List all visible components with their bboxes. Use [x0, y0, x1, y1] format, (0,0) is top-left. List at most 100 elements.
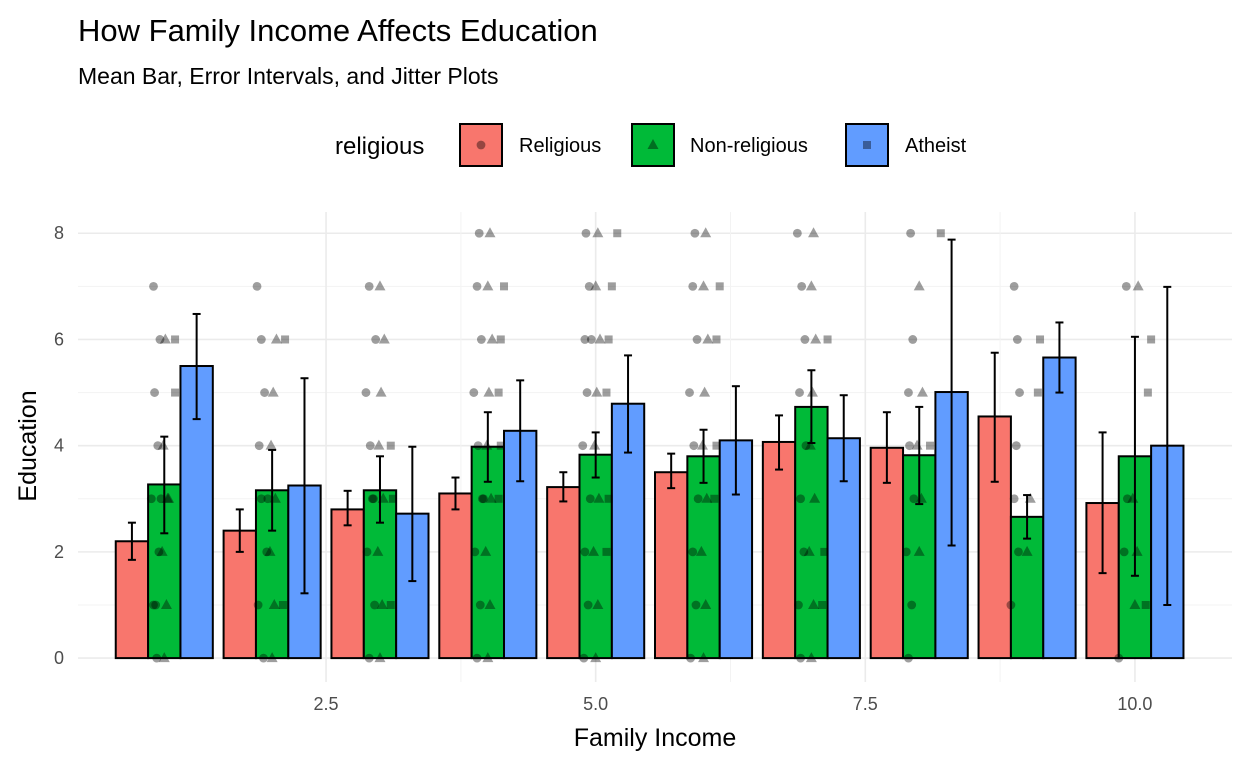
jitter-point [368, 494, 377, 504]
jitter-point [149, 281, 158, 291]
jitter-point [266, 652, 278, 663]
jitter-point [268, 598, 280, 609]
legend-key-shape [476, 140, 486, 150]
legend-label: Atheist [905, 135, 967, 157]
jitter-point [151, 600, 161, 610]
jitter-point [696, 439, 708, 450]
jitter-point [1141, 600, 1150, 609]
legend-title: religious [335, 133, 424, 160]
jitter-point [156, 545, 168, 556]
jitter-point [590, 652, 602, 663]
jitter-point [1011, 441, 1021, 451]
jitter-point [267, 386, 279, 397]
jitter-point [904, 388, 913, 397]
jitter-point [686, 653, 695, 663]
jitter-point [580, 547, 590, 557]
jitter-point [806, 386, 818, 397]
jitter-point [591, 386, 603, 397]
jitter-point [1119, 547, 1129, 557]
jitter-point [588, 545, 600, 556]
jitter-point [254, 441, 264, 451]
jitter-point [472, 653, 482, 663]
jitter-point [693, 494, 703, 504]
jitter-point [483, 386, 495, 397]
jitter-point [578, 441, 588, 451]
jitter-point [701, 492, 713, 503]
jitter-point [604, 494, 613, 503]
jitter-point [691, 600, 701, 610]
jitter-point [712, 441, 721, 450]
y-axis-title: Education [14, 390, 42, 501]
jitter-point [613, 229, 622, 238]
jitter-point [792, 228, 802, 238]
jitter-point [484, 598, 496, 609]
jitter-point [371, 335, 381, 344]
jitter-point [926, 441, 935, 450]
jitter-point [695, 545, 707, 556]
jitter-point [153, 441, 163, 451]
x-tick-label: 5.0 [583, 694, 608, 714]
jitter-point [1014, 547, 1023, 557]
chart-title: How Family Income Affects Education [78, 13, 598, 48]
jitter-point [163, 492, 175, 503]
jitter-point [149, 600, 158, 610]
x-tick-label: 10.0 [1117, 694, 1152, 714]
jitter-point [374, 652, 386, 663]
jitter-point [263, 494, 273, 504]
jitter-point [820, 547, 829, 556]
jitter-point [475, 600, 485, 610]
jitter-point [369, 494, 378, 504]
jitter-point [592, 227, 604, 238]
jitter-point [378, 333, 390, 344]
jitter-point [386, 441, 395, 450]
jitter-point [808, 227, 820, 238]
jitter-point [262, 547, 272, 557]
bar [546, 486, 581, 660]
jitter-point [476, 335, 486, 344]
jitter-point [604, 335, 613, 344]
jitter-point [592, 598, 604, 609]
jitter-point [1122, 494, 1132, 504]
jitter-point [908, 335, 918, 344]
bar [686, 455, 721, 660]
jitter-point [584, 281, 594, 291]
jitter-point [485, 492, 497, 503]
jitter-point [1033, 388, 1042, 397]
jitter-point [478, 494, 487, 504]
jitter-point [810, 333, 822, 344]
jitter-point [1143, 388, 1152, 397]
jitter-point [698, 652, 710, 663]
jitter-point [593, 492, 605, 503]
jitter-point [154, 547, 164, 557]
jitter-point [159, 333, 171, 344]
jitter-point [256, 494, 266, 504]
x-axis-title: Family Income [574, 724, 737, 752]
jitter-point [386, 600, 395, 609]
jitter-point [260, 388, 269, 397]
jitter-point [373, 439, 385, 450]
jitter-point [264, 545, 276, 556]
x-tick-label: 7.5 [853, 694, 878, 714]
jitter-point [482, 280, 494, 291]
y-tick-label: 0 [54, 648, 64, 668]
jitter-point [1132, 280, 1144, 291]
jitter-point [156, 494, 166, 504]
jitter-point [607, 282, 616, 291]
jitter-point [690, 228, 700, 238]
jitter-points [146, 227, 1156, 663]
jitter-point [913, 280, 925, 291]
legend-key [631, 123, 675, 167]
jitter-point [1012, 335, 1022, 344]
jitter-point [688, 547, 698, 557]
jitter-point [1021, 545, 1033, 556]
jitter-point [794, 600, 803, 610]
jitter-point [795, 388, 804, 397]
bar [654, 471, 689, 660]
jitter-point [486, 333, 498, 344]
jitter-point [602, 388, 611, 397]
legend-key-shape [647, 139, 659, 149]
jitter-point [710, 494, 719, 503]
y-tick-label: 4 [54, 436, 64, 456]
legend-label: Non-religious [690, 135, 808, 157]
jitter-point [583, 600, 593, 610]
